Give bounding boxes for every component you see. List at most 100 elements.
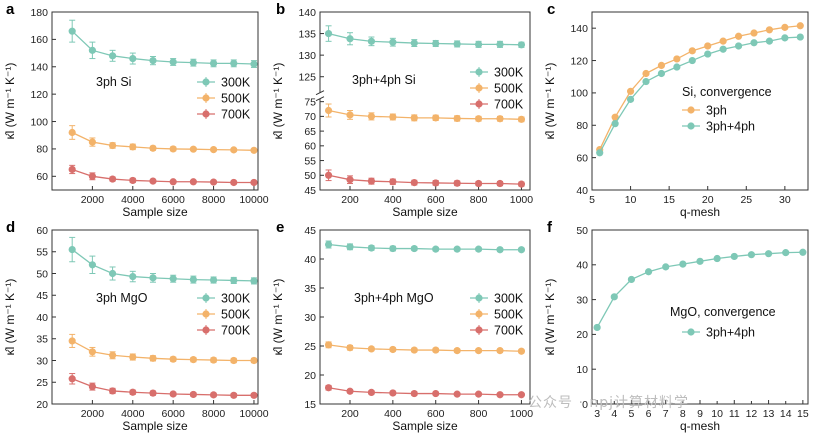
data-point	[410, 39, 418, 47]
legend-label: 700K	[221, 324, 251, 338]
y-tick-label: 140	[570, 23, 588, 35]
data-point	[389, 113, 397, 121]
series-3ph+4ph	[593, 248, 807, 332]
x-tick-label: 4	[611, 408, 617, 420]
data-point	[189, 59, 197, 67]
x-tick-label: 8000	[202, 194, 226, 206]
data-point	[730, 252, 738, 261]
x-axis-label: Sample size	[122, 205, 188, 219]
panel-e: 200 400 600 800 1000 15 20 25 30 35 40 45 κ̂l (W m⁻¹…	[271, 219, 533, 433]
y-tick-label: 25	[36, 377, 48, 389]
series-line	[71, 30, 254, 65]
y-tick-label: 140	[298, 7, 316, 19]
panel-label: b	[276, 1, 285, 18]
data-point	[367, 112, 376, 120]
data-point	[324, 29, 333, 38]
y-tick-label: 0	[582, 399, 588, 411]
series-300K	[68, 236, 258, 285]
series-700K	[324, 384, 526, 399]
series-300K	[324, 25, 526, 49]
data-point	[626, 87, 635, 95]
panel-a: 2000 4000 6000 8000 10000 60 80 100 120 140 160 180…	[3, 1, 269, 219]
y-tick-label: 80	[36, 144, 48, 156]
data-point	[688, 56, 696, 65]
data-point	[230, 178, 238, 187]
y-axis-label: κ̂l (W m⁻¹ K⁻¹)	[3, 279, 17, 356]
x-tick-label: 10000	[239, 408, 268, 420]
data-point	[88, 172, 96, 180]
data-point	[765, 37, 774, 45]
y-tick-label: 180	[30, 7, 48, 19]
data-point	[696, 257, 704, 265]
plot-frame	[51, 11, 259, 191]
x-tick-label: 800	[470, 408, 488, 420]
data-point	[346, 387, 354, 395]
legend-swatch-marker	[475, 310, 483, 318]
legend-swatch-marker	[202, 110, 210, 118]
data-point	[644, 268, 653, 276]
x-tick-label: 30	[779, 194, 791, 206]
y-tick-label: 45	[304, 225, 316, 237]
data-point	[704, 50, 712, 58]
data-point	[657, 61, 666, 70]
y-tick-label: 70	[304, 111, 316, 123]
data-point	[230, 146, 238, 154]
x-tick-label: 800	[470, 194, 488, 206]
data-point	[250, 146, 258, 154]
legend-swatch-marker	[475, 326, 483, 334]
y-tick-label: 120	[570, 55, 588, 67]
legend-entry: 500K	[197, 92, 251, 106]
data-point	[781, 34, 789, 42]
y-axis-label: κ̂l (W m⁻¹ K⁻¹)	[271, 63, 285, 140]
data-point	[230, 59, 238, 67]
series-500K	[324, 341, 526, 355]
data-point	[88, 383, 96, 391]
legend-entry: 3ph+4ph	[682, 326, 755, 340]
y-tick-label: 45	[36, 290, 48, 302]
data-point	[230, 391, 238, 399]
x-tick-label: 11	[729, 408, 740, 420]
data-point	[474, 40, 483, 48]
panel-annotation: 3ph+4ph Si	[352, 73, 416, 87]
series-line	[71, 131, 254, 151]
data-point	[324, 341, 333, 349]
series-line	[328, 109, 522, 120]
data-point	[610, 293, 618, 301]
data-point	[108, 52, 117, 60]
y-tick-label: 30	[36, 355, 48, 367]
data-point	[209, 59, 218, 67]
data-point	[68, 165, 76, 174]
y-tick-label: 40	[36, 312, 48, 324]
x-tick-label: 2000	[81, 194, 105, 206]
legend-swatch-marker	[475, 294, 483, 302]
legend-label: 300K	[494, 66, 524, 80]
data-point	[517, 347, 526, 355]
legend-label: 700K	[221, 108, 251, 122]
data-point	[474, 390, 483, 398]
x-tick-label: 10	[711, 408, 723, 420]
data-point	[367, 177, 376, 185]
y-tick-label: 40	[576, 185, 588, 197]
y-tick-label: 60	[576, 152, 588, 164]
x-axis-label: Sample size	[392, 205, 458, 219]
x-tick-label: 8	[680, 408, 686, 420]
axis-break-gap	[316, 92, 324, 99]
data-point	[209, 391, 218, 399]
legend-swatch-marker	[202, 78, 210, 86]
data-point	[799, 248, 807, 256]
data-point	[169, 275, 177, 283]
legend-entry: 3ph	[682, 104, 727, 118]
data-point	[324, 171, 333, 179]
data-point	[149, 354, 157, 362]
data-point	[149, 274, 157, 282]
data-point	[346, 111, 354, 119]
data-point	[657, 69, 666, 78]
x-axis-label: Sample size	[122, 419, 188, 433]
data-point	[673, 63, 681, 71]
data-point	[474, 245, 483, 253]
legend-label: 500K	[221, 308, 251, 322]
data-point	[88, 348, 96, 356]
data-point	[781, 23, 789, 31]
y-tick-label: 135	[298, 28, 316, 40]
panel-annotation: 3ph+4ph MgO	[354, 291, 434, 305]
